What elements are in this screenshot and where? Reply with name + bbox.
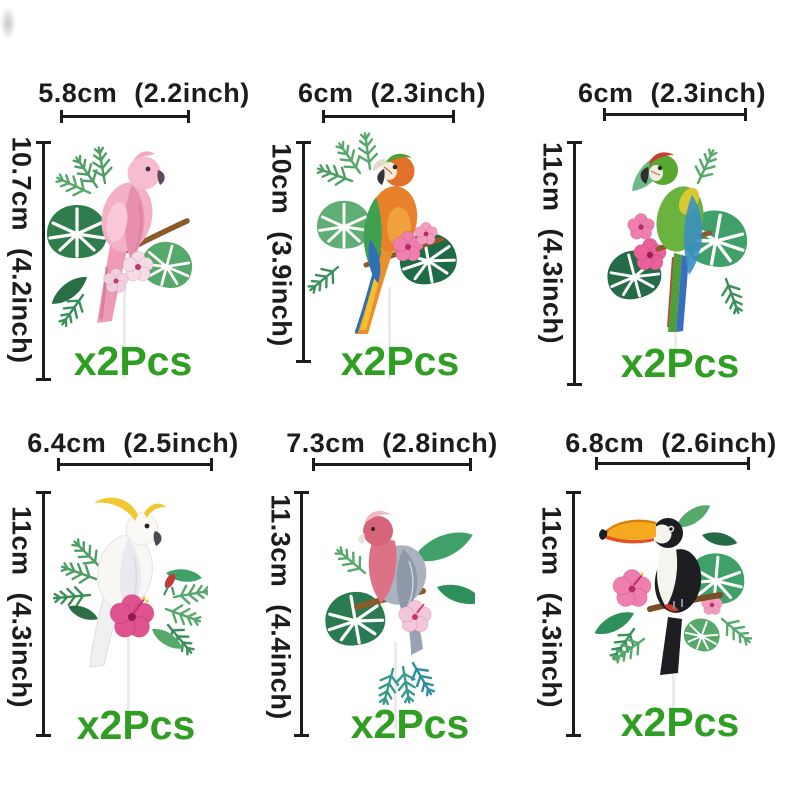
hibiscus-flowers [612,569,723,615]
quantity-label: x2Pcs [76,702,196,748]
height-measurement-label: 11cm (4.3inch) [537,141,568,345]
width-measurement-label: 5.8cm (2.2inch) [38,78,250,108]
height-dimension-line [36,491,50,737]
width-dimension-line [595,457,750,469]
topper-stick [123,287,126,379]
topper-panel-toucan: 6.8cm (2.6inch) 11cm (4.3inch) [530,405,795,765]
width-dimension-line [60,110,190,122]
topper-panel-orange-macaw: 6cm (2.3inch) 10cm (3.9inch) [265,55,530,415]
topper-panel-green-macaw: 6cm (2.3inch) 11cm (4.3inch) [530,55,795,415]
corner-smudge [0,6,16,40]
height-dimension-line [36,141,50,381]
hibiscus-flowers [392,222,438,262]
quantity-label: x2Pcs [620,699,740,745]
quantity-label: x2Pcs [350,701,470,747]
orange-macaw-topper-image [303,130,462,379]
width-dimension-line [322,110,455,122]
height-dimension-line [566,491,580,737]
width-measurement-label: 7.3cm (2.8inch) [286,428,498,458]
width-measurement-label: 6cm (2.3inch) [297,78,487,108]
width-dimension-line [603,108,747,120]
hibiscus-flowers [398,599,432,633]
height-dimension-line [567,141,581,386]
width-dimension-line [57,458,213,470]
quantity-label: x2Pcs [73,338,193,384]
flower-bud [163,573,176,596]
topper-panel-white-cockatoo: 6.4cm (2.5inch) 11cm (4.3inch) [0,405,265,765]
height-measurement-label: 10.7cm (4.2inch) [6,136,37,364]
height-measurement-label: 11cm (4.3inch) [6,505,37,709]
quantity-label: x2Pcs [620,340,740,386]
quantity-label: x2Pcs [340,338,460,384]
height-measurement-label: 11cm (4.3inch) [536,505,567,709]
height-dimension-line [294,491,308,737]
topper-panel-galah-parrot: 7.3cm (2.8inch) 11.3cm (4.4inch) [265,405,530,765]
height-dimension-line [296,141,310,363]
bird [354,153,418,334]
topper-panel-pink-parrot: 5.8cm (2.2inch) 10.7cm (4.2inch) [0,55,265,415]
width-measurement-label: 6.4cm (2.5inch) [27,428,239,458]
white-cockatoo-topper-image [52,497,208,729]
bird [599,518,702,675]
hibiscus-flowers [627,213,667,271]
height-measurement-label: 10cm (3.9inch) [266,143,297,347]
hibiscus-flowers [109,594,155,638]
width-measurement-label: 6cm (2.3inch) [577,78,767,108]
topper-stick [388,287,391,379]
bird [97,151,165,323]
hibiscus-flowers [103,250,154,293]
bird [640,152,704,332]
topper-stick [127,637,130,729]
toucan-topper-image [590,501,752,729]
width-measurement-label: 6.8cm (2.6inch) [565,428,777,458]
galah-parrot-topper-image [319,510,475,729]
pink-parrot-topper-image [45,144,199,379]
width-dimension-line [312,458,472,470]
topper-stick [394,642,397,729]
green-macaw-topper-image [600,145,754,379]
height-measurement-label: 11.3cm (4.4inch) [265,494,296,720]
